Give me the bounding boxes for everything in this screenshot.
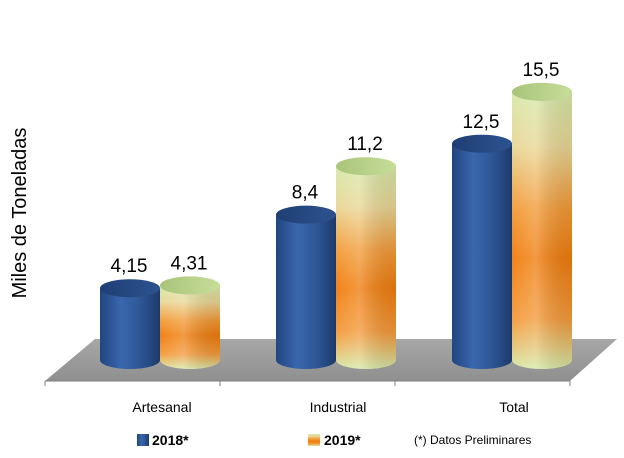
value-label: 8,4 bbox=[292, 183, 319, 204]
bar-body bbox=[276, 214, 336, 369]
bar-2019-total bbox=[512, 82, 572, 369]
bar-top bbox=[276, 205, 336, 224]
legend-swatch-2019 bbox=[308, 434, 320, 446]
bar-body bbox=[100, 288, 160, 369]
category-label: Artesanal bbox=[132, 399, 191, 415]
category-label: Industrial bbox=[310, 399, 367, 415]
bar-top bbox=[512, 82, 572, 101]
y-axis-label: Miles de Toneladas bbox=[9, 128, 31, 299]
bar-top bbox=[452, 134, 512, 153]
value-label: 12,5 bbox=[463, 112, 500, 133]
bar-top bbox=[160, 276, 220, 295]
bar-2019-industrial bbox=[336, 157, 396, 369]
legend: 2018* 2019* (*) Datos Preliminares bbox=[137, 432, 531, 448]
bar-2018-artesanal bbox=[100, 279, 160, 369]
bar-shading bbox=[160, 285, 220, 369]
bar-2018-industrial bbox=[276, 205, 336, 369]
bar-2018-total bbox=[452, 134, 512, 369]
bars-group bbox=[100, 82, 572, 369]
legend-label-2018: 2018* bbox=[152, 432, 189, 448]
category-labels-group: Artesanal Industrial Total bbox=[132, 399, 528, 415]
bar-top bbox=[100, 279, 160, 298]
bar-shading bbox=[336, 166, 396, 369]
value-labels-group: 4,15 4,31 8,4 11,2 12,5 15,5 bbox=[111, 60, 560, 277]
value-label: 4,15 bbox=[111, 256, 148, 277]
legend-note: (*) Datos Preliminares bbox=[414, 433, 531, 447]
value-label: 11,2 bbox=[347, 134, 383, 155]
bar-top bbox=[336, 157, 396, 176]
category-label: Total bbox=[499, 399, 529, 415]
bar-shading bbox=[512, 91, 572, 369]
value-label: 15,5 bbox=[523, 60, 560, 81]
bar-2019-artesanal bbox=[160, 276, 220, 369]
legend-swatch-2018 bbox=[137, 434, 149, 446]
bar-body bbox=[452, 143, 512, 369]
legend-label-2019: 2019* bbox=[324, 432, 361, 448]
value-label: 4,31 bbox=[171, 253, 208, 274]
